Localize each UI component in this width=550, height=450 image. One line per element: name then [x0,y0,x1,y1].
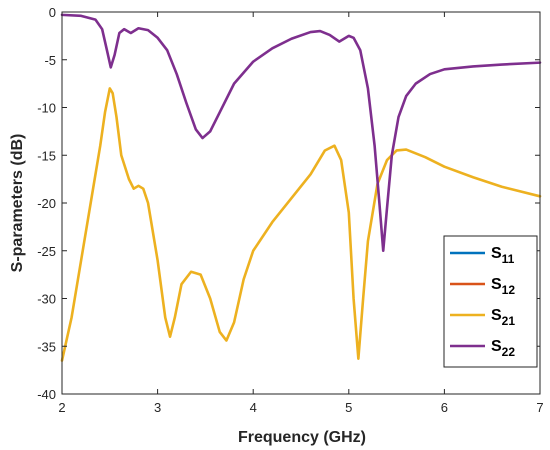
axes: 2 3 4 5 6 7 0 -5 -10 -15 -20 -25 -30 -35 -40 [37,5,543,415]
x-tick-label: 5 [345,400,352,415]
legend-label-s21: S21 [491,307,515,328]
y-tick-label: -40 [37,387,56,402]
x-axis-title: Frequency (GHz) [238,429,366,446]
legend-label-s11: S11 [491,245,515,266]
legend-label-s12: S12 [491,276,515,297]
x-tick-label: 2 [58,400,65,415]
y-tick-label: -20 [37,196,56,211]
x-tick-label: 7 [536,400,543,415]
y-tick-label: -15 [37,148,56,163]
y-axis-title: S-parameters (dB) [9,134,26,273]
y-tick-label: -10 [37,101,56,116]
y-tick-label: -35 [37,339,56,354]
x-tick-label: 4 [250,400,257,415]
x-tick-label: 6 [441,400,448,415]
y-tick-label: -5 [44,53,56,68]
series-line-s21 [60,87,542,362]
legend-label-s22: S22 [491,338,515,359]
y-tick-label: 0 [49,5,56,20]
legend: S11 S12 S21 S22 [443,235,538,368]
series-line-s22 [60,13,542,253]
y-tick-label: -30 [37,292,56,307]
x-tick-label: 3 [154,400,161,415]
y-tick-label: -25 [37,244,56,259]
